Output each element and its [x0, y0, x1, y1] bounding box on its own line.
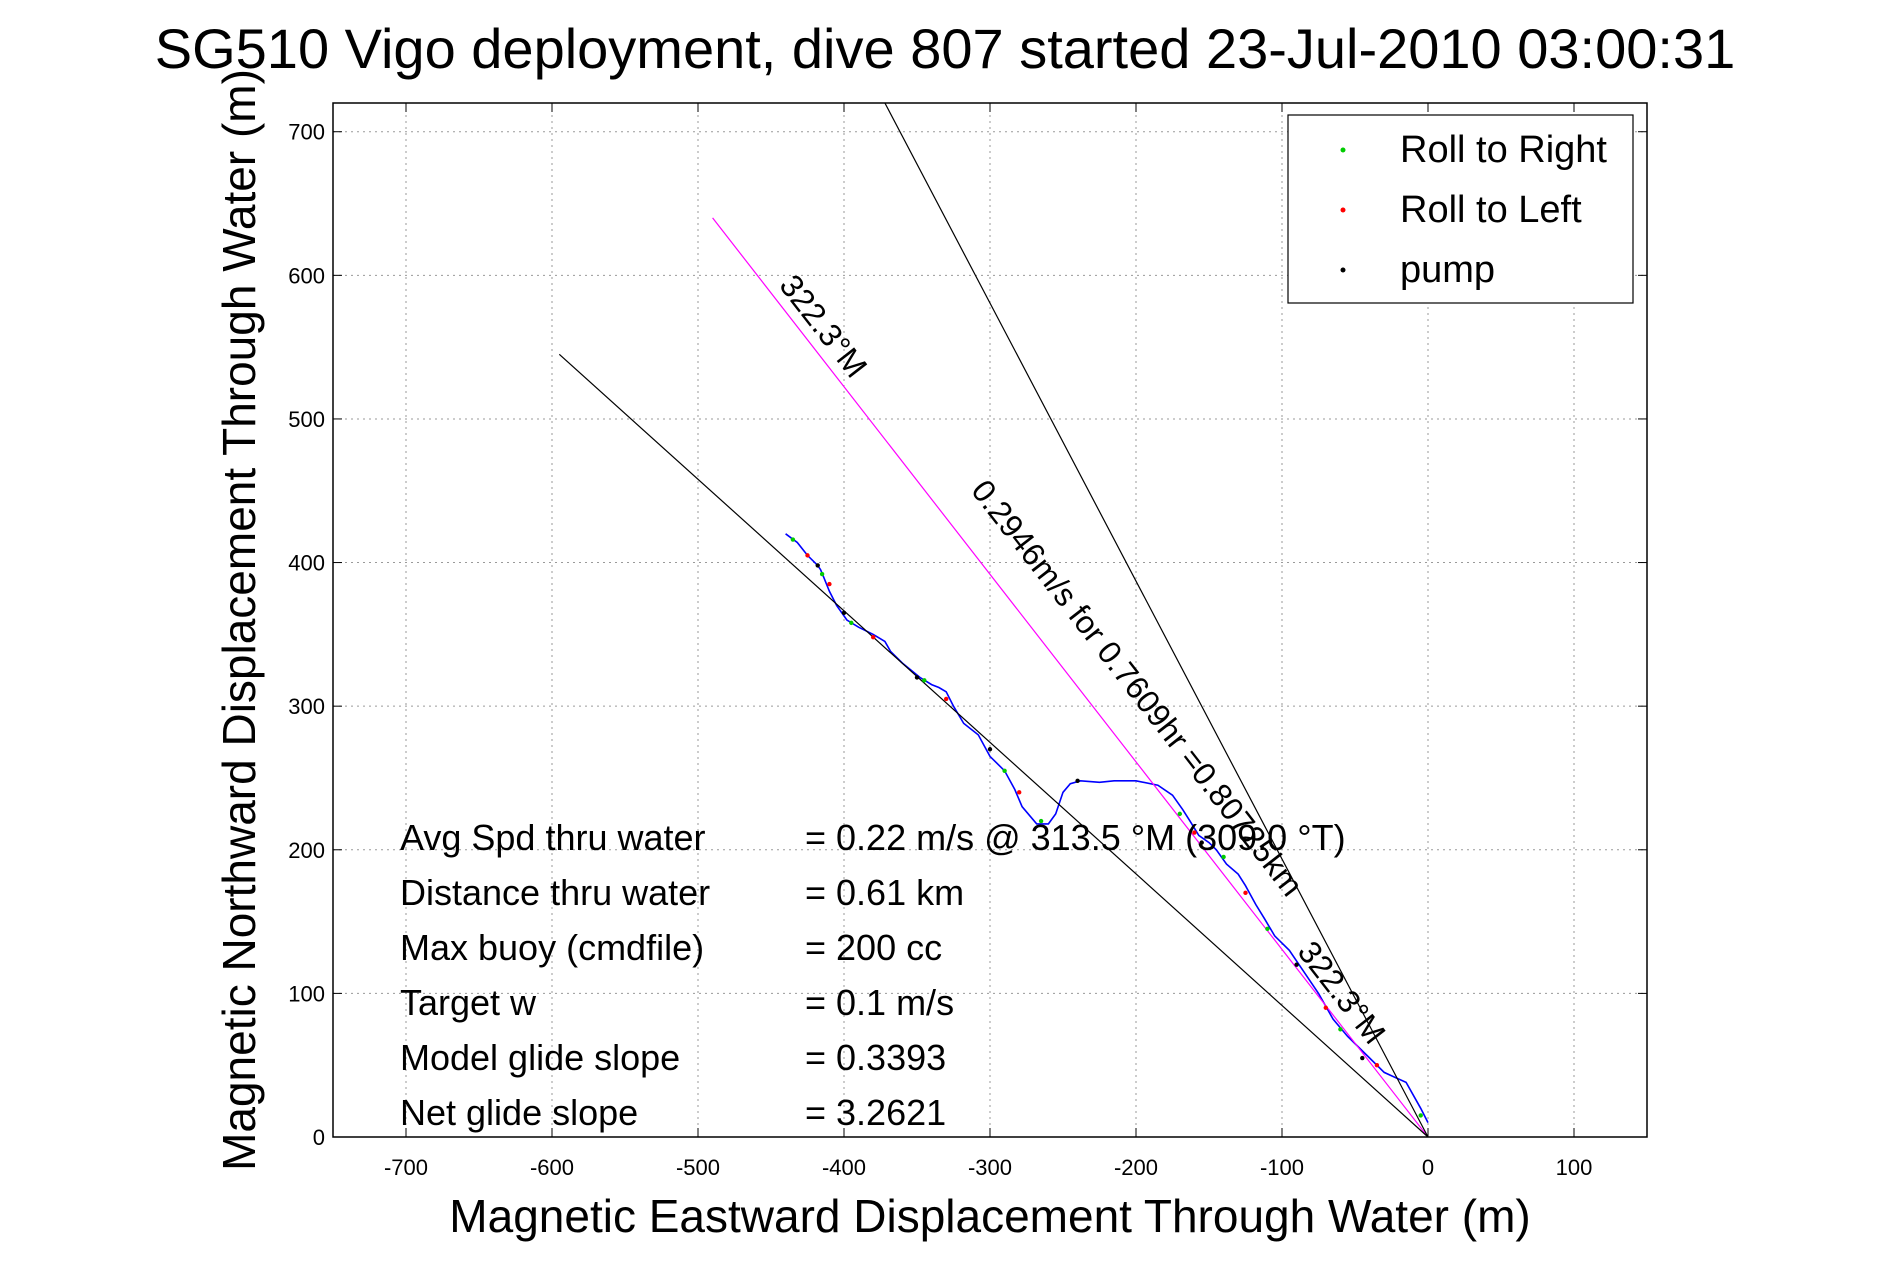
heading-label-near: 322.3°M [1291, 934, 1393, 1050]
grid [333, 103, 1647, 1138]
stat-label: Net glide slope [400, 1092, 638, 1133]
stat-value: = 0.61 km [805, 872, 964, 913]
legend-marker [1340, 267, 1346, 273]
heading-label-far: 322.3°M [773, 268, 875, 384]
marker-pump [1294, 962, 1299, 967]
marker-roll-left [805, 553, 810, 558]
y-tick-label: 200 [288, 838, 325, 863]
stat-value: = 200 cc [805, 927, 942, 968]
marker-pump [1199, 840, 1204, 845]
tick-labels: -700 -600 -500 -400 -300 -200 -100 0 100 0 100 200 3… [288, 103, 1647, 1180]
marker-roll-right [1002, 768, 1007, 773]
y-tick-label: 300 [288, 694, 325, 719]
y-tick-label: 700 [288, 120, 325, 145]
marker-roll-left [944, 696, 949, 702]
marker-pump [914, 675, 920, 680]
stat-label: Avg Spd thru water [400, 817, 706, 858]
legend-marker [1340, 207, 1346, 213]
chart-title: SG510 Vigo deployment, dive 807 started … [155, 17, 1736, 80]
x-axis-label: Magnetic Eastward Displacement Through W… [449, 1190, 1530, 1242]
y-tick-label: 600 [288, 263, 325, 288]
x-tick-label: 100 [1556, 1155, 1593, 1180]
x-tick-label: 0 [1422, 1155, 1434, 1180]
x-tick-label: -500 [676, 1155, 720, 1180]
marker-pump [841, 610, 847, 616]
marker-roll-left [1323, 1005, 1329, 1010]
x-tick-label: -300 [968, 1155, 1012, 1180]
marker-pump [1360, 1055, 1365, 1061]
legend: Roll to Right Roll to Left pump [1287, 114, 1634, 304]
legend-marker [1340, 147, 1346, 153]
marker-roll-left [871, 635, 876, 640]
series-bound-upper [884, 102, 1429, 1138]
x-tick-label: -600 [530, 1155, 574, 1180]
marker-roll-left [1374, 1062, 1380, 1068]
series-track [785, 533, 1429, 1123]
y-axis-label: Magnetic Northward Displacement Through … [213, 69, 265, 1171]
stat-label: Model glide slope [400, 1037, 680, 1078]
y-tick-label: 400 [288, 551, 325, 576]
marker-roll-right [1265, 926, 1270, 931]
stat-label: Target w [400, 982, 537, 1023]
marker-pump [1075, 778, 1080, 784]
series-heading-line [712, 217, 1429, 1138]
series-layer [558, 102, 1429, 1138]
marker-pump [987, 747, 993, 752]
marker-roll-right [849, 620, 854, 626]
legend-box [1287, 114, 1634, 304]
marker-roll-right [1338, 1027, 1343, 1032]
legend-label: Roll to Right [1400, 129, 1607, 171]
stat-label: Max buoy (cmdfile) [400, 927, 704, 968]
x-tick-label: -100 [1260, 1155, 1304, 1180]
legend-label: Roll to Left [1400, 189, 1582, 231]
stat-label: Distance thru water [400, 872, 710, 913]
stat-value: = 0.1 m/s [805, 982, 954, 1023]
marker-roll-left [1192, 830, 1197, 835]
marker-roll-left [827, 581, 832, 587]
marker-roll-right [790, 537, 796, 542]
marker-roll-left [1243, 890, 1248, 896]
stat-value: = 3.2621 [805, 1092, 946, 1133]
marker-layer [790, 537, 1423, 1118]
marker-roll-right [1221, 854, 1226, 860]
stat-value: = 0.22 m/s @ 313.5 °M (309.0 °T) [805, 817, 1346, 858]
stat-value: = 0.3393 [805, 1037, 946, 1078]
marker-roll-right [922, 678, 927, 683]
marker-pump [815, 563, 820, 568]
x-tick-label: -700 [384, 1155, 428, 1180]
marker-roll-right [1038, 818, 1044, 824]
series-bound-lower [558, 353, 1429, 1138]
stats-block: Avg Spd thru water = 0.22 m/s @ 313.5 °M … [400, 817, 1346, 1133]
y-tick-label: 0 [313, 1125, 325, 1150]
marker-roll-right [1418, 1113, 1423, 1118]
x-tick-label: -400 [822, 1155, 866, 1180]
x-tick-label: -200 [1114, 1155, 1158, 1180]
y-tick-label: 500 [288, 407, 325, 432]
marker-roll-right [819, 571, 825, 577]
marker-roll-left [1017, 790, 1022, 795]
marker-roll-right [1177, 811, 1183, 817]
y-tick-label: 100 [288, 981, 325, 1006]
legend-label: pump [1400, 249, 1495, 291]
